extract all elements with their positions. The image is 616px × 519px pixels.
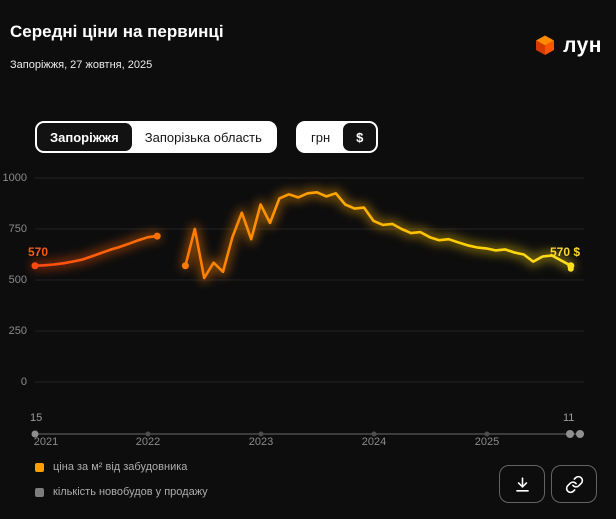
page-subtitle: Запоріжжя, 27 жовтня, 2025	[10, 59, 153, 71]
region-option-city[interactable]: Запоріжжя	[37, 123, 132, 151]
price-start-label: 570	[28, 245, 49, 259]
legend-item-count[interactable]: кількість новобудов у продажу	[35, 486, 208, 498]
y-axis-tick: 250	[8, 325, 27, 337]
y-axis-tick: 0	[20, 376, 27, 388]
legend-label-count: кількість новобудов у продажу	[53, 486, 208, 498]
lun-logo[interactable]: лун	[533, 33, 602, 57]
link-icon	[565, 475, 583, 493]
legend-swatch-count	[35, 487, 44, 497]
legend-label-price: ціна за м² від забудовника	[53, 461, 188, 473]
currency-option-usd[interactable]: $	[343, 123, 377, 151]
download-button[interactable]	[499, 465, 545, 503]
x-axis-year-label: 2023	[248, 436, 274, 448]
region-option-oblast[interactable]: Запорізька область	[144, 129, 262, 145]
price-chart[interactable]	[0, 165, 616, 397]
timeline-slider[interactable]	[0, 425, 616, 443]
y-axis-tick: 1000	[2, 172, 27, 184]
x-axis-year-label: 2021	[33, 436, 59, 448]
download-icon	[515, 476, 529, 492]
x-axis-year-label: 2025	[474, 436, 500, 448]
price-end-label: 570 $	[550, 245, 581, 259]
lun-cube-icon	[536, 35, 555, 55]
legend-swatch-price	[35, 462, 44, 472]
currency-option-uah[interactable]: грн	[311, 129, 331, 145]
y-axis-tick: 500	[8, 274, 27, 286]
y-axis-tick: 750	[8, 223, 27, 235]
lun-logo-text: лун	[563, 33, 602, 57]
legend-item-price[interactable]: ціна за м² від забудовника	[35, 461, 187, 473]
x-axis-year-label: 2022	[135, 436, 161, 448]
count-start: 15	[30, 412, 43, 424]
region-toggle: Запоріжжя Запорізька область	[35, 121, 277, 153]
page-title: Середні ціни на первинці	[10, 22, 224, 41]
currency-toggle: грн $	[296, 121, 379, 153]
copy-link-button[interactable]	[551, 465, 597, 503]
x-axis-year-label: 2024	[361, 436, 387, 448]
count-end: 11	[563, 412, 575, 424]
